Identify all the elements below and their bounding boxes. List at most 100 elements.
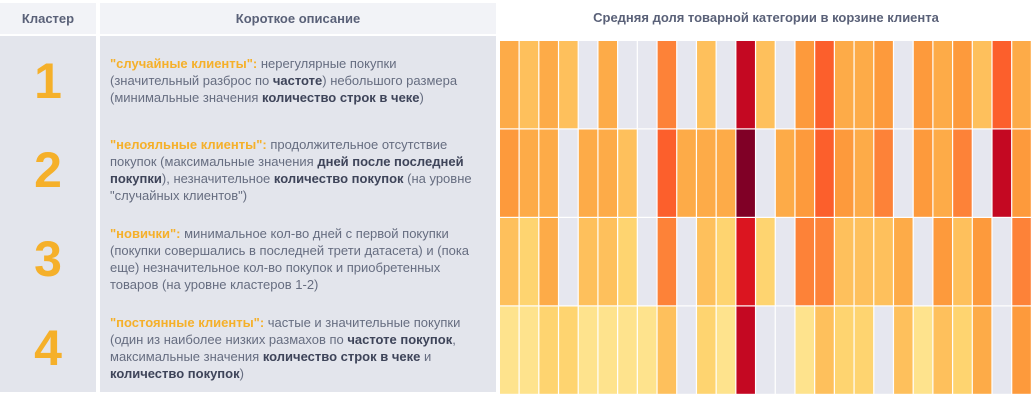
cluster-description-cell: "постоянные клиенты": частые и значитель…: [100, 303, 496, 392]
heatmap-cell: [716, 41, 736, 129]
heatmap-cell: [972, 41, 992, 129]
heatmap-cell: [716, 306, 736, 394]
heatmap-cell: [933, 129, 952, 217]
heatmap-cell: [598, 306, 618, 394]
heatmap-cell: [500, 218, 519, 306]
heatmap-cell: [559, 306, 578, 394]
emphasis-text: количество покупок: [110, 365, 240, 381]
cluster-name: "случайные клиенты":: [110, 56, 258, 71]
heatmap-cell: [972, 306, 992, 394]
heatmap-cell: [894, 218, 913, 306]
header-cluster-label: Кластер: [21, 11, 75, 26]
heatmap-cell: [815, 306, 834, 394]
heatmap-cell: [519, 41, 539, 129]
emphasis-text: частоте покупок: [347, 331, 453, 347]
cluster-description-cell: "случайные клиенты": нерегулярные покупк…: [100, 36, 496, 125]
header-cluster: Кластер: [0, 3, 96, 34]
description-text: продолжительное отсутствие покупок (макс…: [110, 136, 448, 169]
heatmap-cell: [894, 129, 913, 217]
heatmap-cell: [874, 306, 893, 394]
heatmap-cell: [677, 41, 696, 129]
heatmap-cell: [815, 218, 834, 306]
heatmap-cell: [618, 129, 637, 217]
heatmap-cell: [1012, 129, 1031, 217]
description-text: нерегулярные покупки (значительный разбр…: [110, 56, 397, 88]
heatmap-cell: [697, 306, 716, 394]
heatmap-cell: [657, 218, 677, 306]
emphasis-text: количество строк в чеке: [262, 348, 421, 364]
heatmap-cell: [854, 129, 874, 217]
heatmap-cell: [756, 218, 775, 306]
heatmap-cell: [736, 129, 755, 217]
cluster-description: "нелояльные клиенты": продолжительное от…: [110, 136, 488, 204]
heatmap-cell: [539, 129, 558, 217]
heatmap-cell: [618, 218, 637, 306]
heatmap-cell: [519, 129, 539, 217]
heatmap-cell: [972, 129, 992, 217]
emphasis-text: дней после последней покупки: [110, 153, 464, 186]
heatmap-cell: [972, 218, 992, 306]
heatmap-cell: [578, 41, 598, 129]
heatmap-cell: [874, 41, 893, 129]
heatmap-cell: [716, 129, 736, 217]
cluster-row: 2 "нелояльные клиенты": продолжительное о…: [0, 125, 496, 214]
heatmap-cell: [1012, 218, 1031, 306]
cluster-number: 3: [0, 214, 96, 303]
heatmap-cell: [933, 306, 952, 394]
heatmap-cell: [933, 218, 952, 306]
heatmap-cell: [756, 41, 775, 129]
heatmap-cell: [519, 306, 539, 394]
heatmap-cell: [598, 218, 618, 306]
heatmap-cell: [795, 218, 815, 306]
heatmap-cell: [559, 129, 578, 217]
heatmap-cell: [913, 218, 933, 306]
heatmap-cell: [992, 218, 1012, 306]
heatmap-cell: [539, 218, 558, 306]
chart-title: Средняя доля товарной категории в корзин…: [593, 10, 939, 25]
cluster-row: 3 "новички": минимальное кол-во дней с пе…: [0, 214, 496, 303]
heatmap-cell: [815, 41, 834, 129]
heatmap-cell: [618, 41, 637, 129]
heatmap-cell: [913, 306, 933, 394]
description-text: и: [420, 348, 432, 364]
heatmap-cell: [953, 218, 972, 306]
heatmap-cell: [933, 41, 952, 129]
heatmap-cell: [500, 129, 519, 217]
heatmap-cell: [953, 306, 972, 394]
cluster-description: "случайные клиенты": нерегулярные покупк…: [110, 55, 488, 106]
heatmap-cell: [736, 218, 755, 306]
heatmap-cell: [697, 218, 716, 306]
cluster-description-cell: "новички": минимальное кол-во дней с пер…: [100, 214, 496, 303]
heatmap-cell: [657, 306, 677, 394]
heatmap-cell: [834, 129, 854, 217]
heatmap-cell: [657, 41, 677, 129]
heatmap-cell: [834, 306, 854, 394]
heatmap-cell: [953, 129, 972, 217]
heatmap-cell: [953, 41, 972, 129]
heatmap-cell: [539, 41, 558, 129]
heatmap-cell: [697, 129, 716, 217]
heatmap-cell: [736, 306, 755, 394]
heatmap-cell: [677, 218, 696, 306]
description-text: ): [239, 365, 244, 381]
heatmap-cell: [795, 129, 815, 217]
heatmap-cell: [756, 129, 775, 217]
heatmap-cell: [500, 306, 519, 394]
heatmap-cell: [677, 306, 696, 394]
heatmap-cell: [815, 129, 834, 217]
heatmap-cell: [559, 41, 578, 129]
emphasis-text: количество покупок: [273, 170, 404, 186]
description-text: ): [419, 90, 424, 105]
cluster-number: 4: [0, 303, 96, 392]
emphasis-text: количество строк в чеке: [262, 90, 420, 105]
description-text: ) небольшого размера (минимальные значен…: [110, 73, 458, 105]
heatmap-cell: [539, 306, 558, 394]
heatmap-cell: [559, 218, 578, 306]
heatmap-cell: [657, 129, 677, 217]
heatmap-cell: [598, 41, 618, 129]
description-text: ), незначительное: [161, 170, 274, 186]
cluster-description-cell: "нелояльные клиенты": продолжительное от…: [100, 125, 496, 214]
heatmap-cell: [578, 129, 598, 217]
heatmap: [500, 41, 1031, 394]
heatmap-cell: [578, 306, 598, 394]
